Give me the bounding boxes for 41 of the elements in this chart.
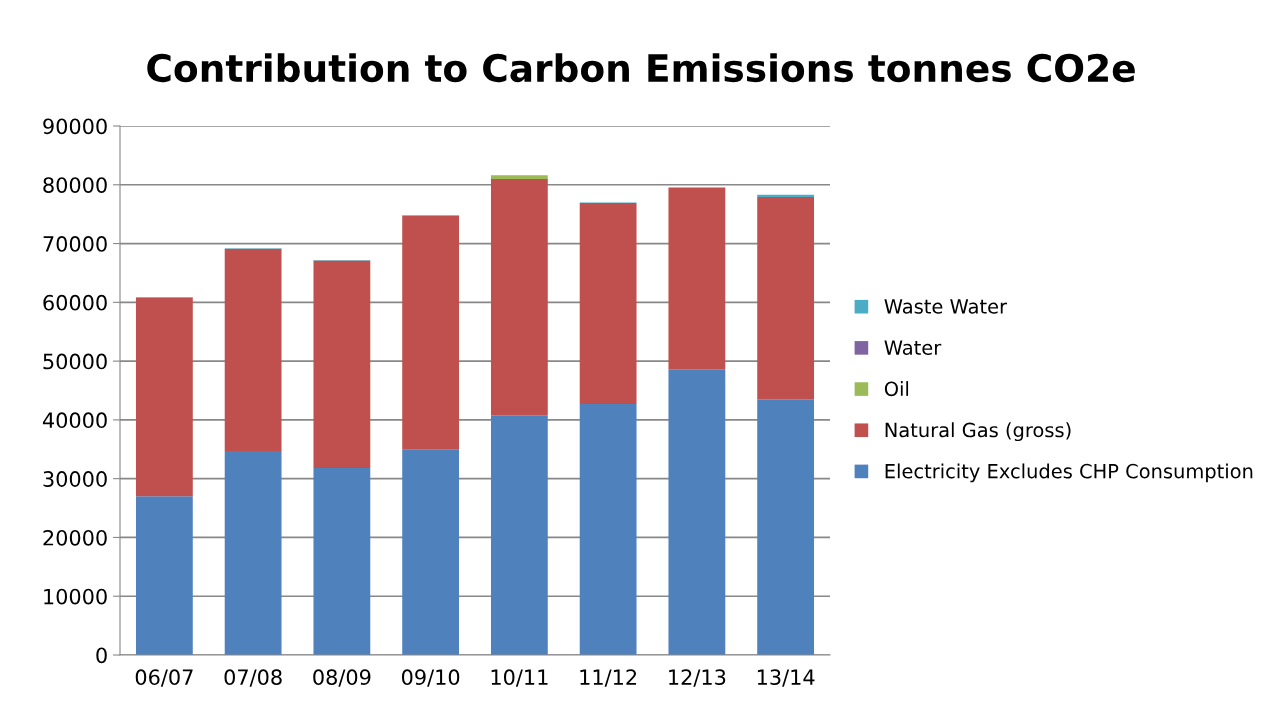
- bar: [757, 399, 815, 655]
- bar: [402, 449, 460, 655]
- chart-title: Contribution to Carbon Emissions tonnes CO2e: [147, 53, 1135, 83]
- x-tick-label: 08/09: [313, 669, 371, 687]
- y-tick-label: 0: [96, 647, 107, 664]
- bar: [579, 203, 637, 405]
- legend-label: Oil: [884, 381, 909, 397]
- y-tick-label: 70000: [43, 236, 107, 252]
- y-tick-label: 90000: [43, 118, 107, 135]
- y-tick-label: 40000: [42, 412, 107, 429]
- y-tick-label: 50000: [43, 353, 107, 370]
- x-tick-label: 11/12: [580, 669, 637, 687]
- bar: [490, 415, 548, 655]
- y-tick-label: 20000: [43, 529, 107, 546]
- bar: [668, 369, 726, 655]
- bar: [135, 496, 193, 655]
- x-tick-label: 07/08: [224, 669, 282, 687]
- x-tick-label: 12/13: [669, 669, 726, 687]
- bar: [490, 178, 548, 416]
- bar: [579, 404, 637, 655]
- bar: [668, 187, 726, 370]
- x-tick-label: 10/11: [491, 669, 548, 687]
- bar: [224, 248, 282, 452]
- y-tick-label: 10000: [44, 588, 107, 605]
- legend-label: Natural Gas (gross): [885, 422, 1071, 442]
- x-tick-label: 06/07: [135, 669, 193, 687]
- bar: [224, 451, 282, 655]
- bar: [402, 215, 460, 450]
- legend-label: Electricity Excludes CHP Consumption: [885, 463, 1253, 483]
- y-tick-label: 60000: [43, 294, 107, 311]
- x-tick-label: 13/14: [757, 669, 815, 687]
- bar: [490, 175, 548, 179]
- legend-label: Water: [884, 340, 942, 355]
- bar: [313, 468, 371, 655]
- x-tick-label: 09/10: [401, 669, 460, 687]
- bar: [135, 297, 193, 497]
- bar: [313, 260, 371, 469]
- bar: [757, 197, 815, 400]
- y-tick-label: 80000: [43, 177, 107, 193]
- y-tick-label: 30000: [43, 471, 107, 487]
- legend-label: Waste Water: [884, 299, 1008, 314]
